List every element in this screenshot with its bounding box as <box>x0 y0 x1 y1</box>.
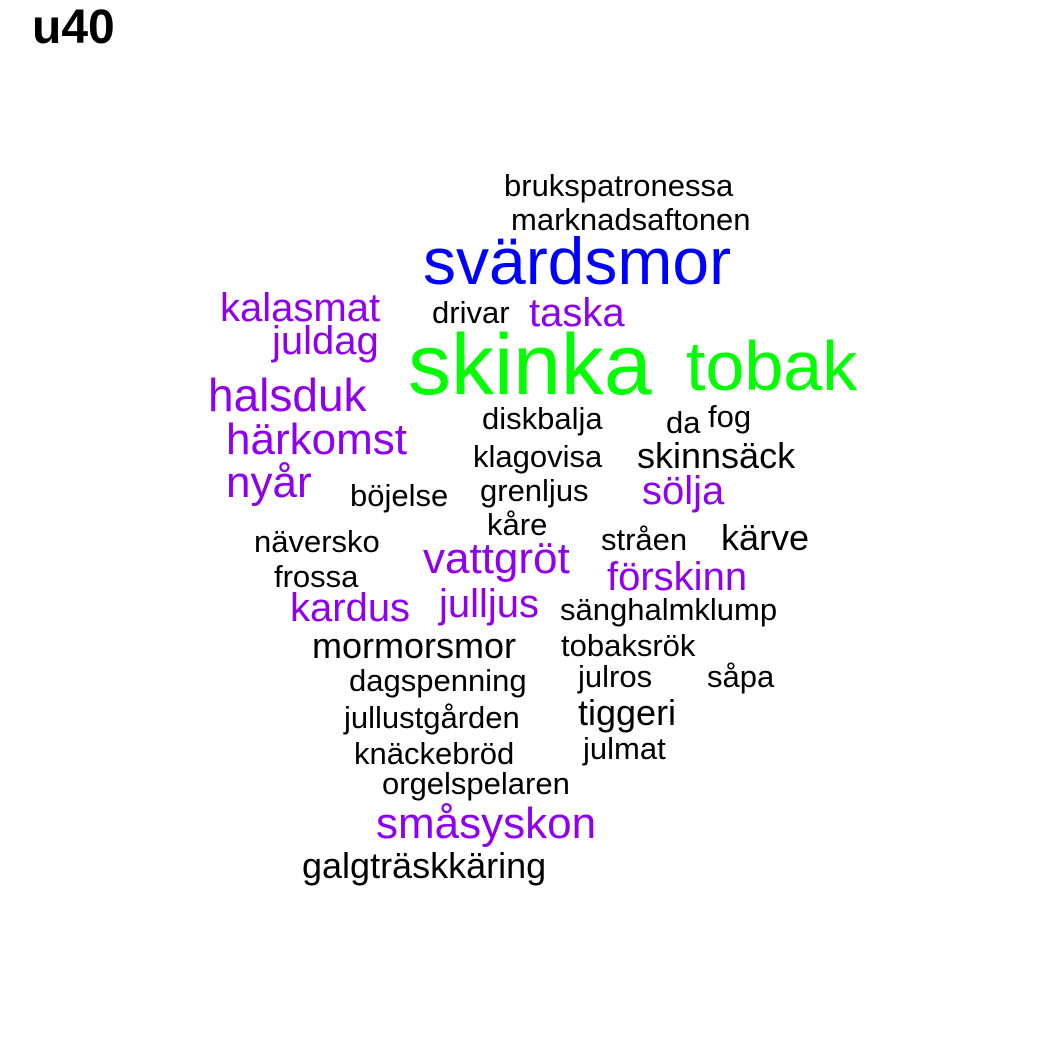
cloud-word: härkomst <box>226 415 407 464</box>
cloud-word: kalasmat <box>220 286 381 330</box>
cloud-word: tiggeri <box>578 692 677 733</box>
cloud-word: näversko <box>254 524 380 559</box>
cloud-word: diskbalja <box>482 401 603 436</box>
cloud-word: skinka <box>408 317 652 413</box>
cloud-word: taska <box>529 291 625 335</box>
cloud-word: sänghalmklump <box>560 592 778 627</box>
cloud-word: drivar <box>432 295 510 330</box>
cloud-word: julmat <box>583 731 666 766</box>
cloud-word: tobak <box>686 327 858 405</box>
cloud-word: jullustgården <box>344 700 520 735</box>
cloud-word: brukspatronessa <box>504 168 734 203</box>
cloud-word: frossa <box>274 559 359 594</box>
cloud-word: småsyskon <box>376 799 597 848</box>
cloud-word: mormorsmor <box>312 625 516 666</box>
cloud-word: såpa <box>707 659 775 694</box>
cloud-word: kardus <box>290 586 411 630</box>
cloud-word: skinnsäck <box>637 435 796 476</box>
cloud-word: klagovisa <box>473 439 603 474</box>
cloud-word: galgträskkäring <box>302 845 547 886</box>
cloud-word: juldag <box>272 319 379 363</box>
cloud-word: knäckebröd <box>354 736 515 771</box>
cloud-word: kärve <box>721 517 810 558</box>
cloud-word: böjelse <box>350 478 449 513</box>
cloud-word: kåre <box>487 507 548 542</box>
cloud-word: sölja <box>642 469 725 513</box>
cloud-word: halsduk <box>208 369 367 421</box>
cloud-word: julros <box>578 659 653 694</box>
cloud-word: svärdsmor <box>423 224 732 298</box>
cloud-word: da <box>666 405 701 440</box>
cloud-word: förskinn <box>607 555 748 599</box>
cloud-word: grenljus <box>480 473 589 508</box>
cloud-word: julljus <box>439 582 540 626</box>
page-title: u40 <box>32 1 115 54</box>
cloud-word: dagspenning <box>349 663 527 698</box>
cloud-word: tobaksrök <box>561 628 696 663</box>
cloud-word: fog <box>708 399 752 434</box>
cloud-word: nyår <box>226 458 312 507</box>
cloud-word: marknadsaftonen <box>511 202 751 237</box>
cloud-word: vattgröt <box>423 534 570 583</box>
cloud-word: stråen <box>601 522 688 557</box>
cloud-word: orgelspelaren <box>382 766 570 801</box>
